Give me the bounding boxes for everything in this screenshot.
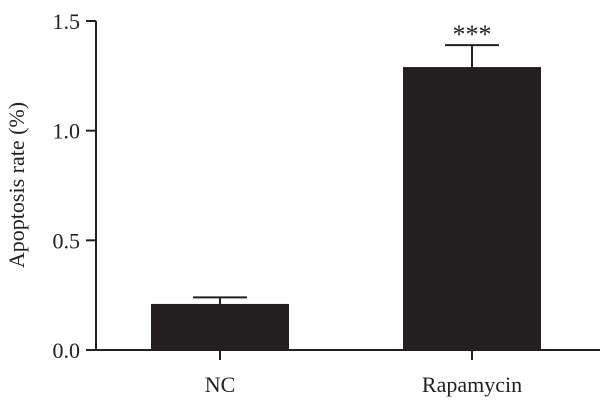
y-tick-label: 0.0 [53, 338, 81, 363]
bar [403, 67, 541, 350]
bar [151, 304, 289, 350]
y-tick-label: 0.5 [53, 228, 81, 253]
y-tick-label: 1.0 [53, 119, 81, 144]
bars: *** [151, 20, 541, 350]
significance-label: *** [453, 20, 492, 49]
x-tick-label: Rapamycin [422, 372, 522, 397]
x-tick-label: NC [205, 372, 236, 397]
y-axis-title: Apoptosis rate (%) [4, 102, 29, 268]
y-tick-label: 1.5 [53, 9, 81, 34]
